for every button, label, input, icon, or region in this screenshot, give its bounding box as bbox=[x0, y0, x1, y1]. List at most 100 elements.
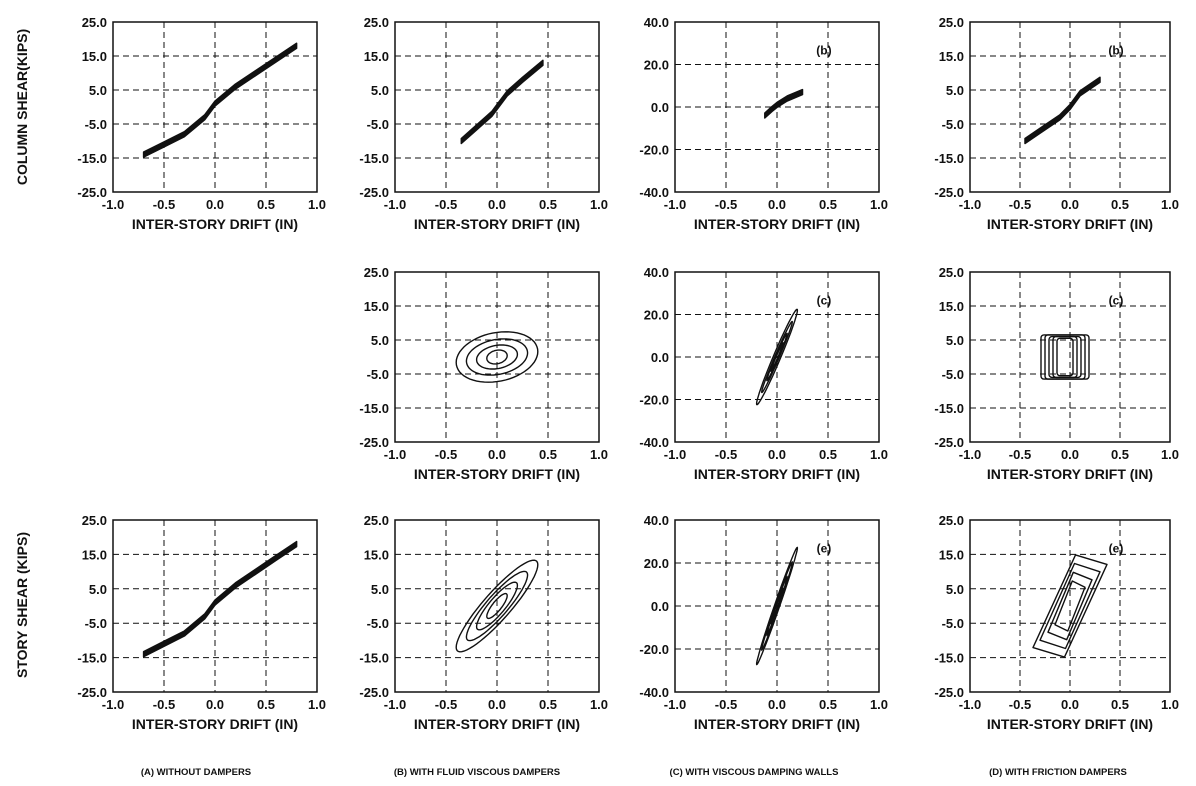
series-1-3 bbox=[1040, 334, 1090, 380]
x-tick-label-2-0-3: 0.5 bbox=[257, 697, 275, 712]
x-tick-label-0-3-3: 0.5 bbox=[1111, 197, 1129, 212]
y-tick-label-1-3-2: 5.0 bbox=[946, 333, 964, 348]
x-tick-label-2-3-0: -1.0 bbox=[959, 697, 981, 712]
y-tick-label-1-2-0: 40.0 bbox=[644, 265, 669, 280]
hysteresis-loop-1-1-0 bbox=[486, 349, 508, 365]
x-tick-label-1-2-4: 1.0 bbox=[870, 447, 888, 462]
x-tick-label-2-0-1: -0.5 bbox=[153, 697, 175, 712]
x-tick-label-2-3-4: 1.0 bbox=[1161, 697, 1179, 712]
hysteresis-loop-1-1-2 bbox=[465, 338, 529, 376]
x-tick-label-0-0-1: -0.5 bbox=[153, 197, 175, 212]
y-tick-label-0-3-1: 15.0 bbox=[939, 49, 964, 64]
y-tick-label-2-0-2: 5.0 bbox=[89, 582, 107, 597]
y-tick-label-2-1-5: -25.0 bbox=[359, 685, 389, 700]
y-tick-label-0-2-4: -40.0 bbox=[639, 185, 669, 200]
y-tick-label-1-3-4: -15.0 bbox=[934, 401, 964, 416]
y-tick-label-1-1-1: 15.0 bbox=[364, 299, 389, 314]
x-tick-label-2-3-1: -0.5 bbox=[1009, 697, 1031, 712]
x-tick-label-0-3-2: 0.0 bbox=[1061, 197, 1079, 212]
y-tick-label-2-1-4: -15.0 bbox=[359, 651, 389, 666]
y-tick-label-0-2-3: -20.0 bbox=[639, 143, 669, 158]
y-tick-label-2-3-4: -15.0 bbox=[934, 651, 964, 666]
x-tick-label-1-2-3: 0.5 bbox=[819, 447, 837, 462]
y-tick-label-2-0-0: 25.0 bbox=[82, 513, 107, 528]
hysteresis-loop-1-2-1 bbox=[766, 332, 788, 382]
x-tick-label-1-1-1: -0.5 bbox=[435, 447, 457, 462]
x-tick-label-0-1-2: 0.0 bbox=[488, 197, 506, 212]
y-tick-label-2-3-1: 15.0 bbox=[939, 547, 964, 562]
x-tick-label-1-3-0: -1.0 bbox=[959, 447, 981, 462]
hysteresis-loop-1-3-3 bbox=[1044, 334, 1086, 380]
hysteresis-loop-2-3-1 bbox=[1047, 571, 1093, 641]
hysteresis-loop-1-1-3 bbox=[455, 331, 539, 383]
figure-labels: COLUMN SHEAR(KIPS) STORY SHEAR (KIPS) (A… bbox=[14, 29, 1127, 778]
y-tick-label-1-2-2: 0.0 bbox=[651, 350, 669, 365]
x-tick-label-2-1-4: 1.0 bbox=[590, 697, 608, 712]
hysteresis-loop-1-3-0 bbox=[1056, 337, 1074, 377]
row-label-story-shear: STORY SHEAR (KIPS) bbox=[14, 532, 30, 678]
x-tick-label-2-1-0: -1.0 bbox=[384, 697, 406, 712]
y-tick-label-0-0-3: -5.0 bbox=[85, 117, 107, 132]
y-tick-label-0-0-0: 25.0 bbox=[82, 15, 107, 30]
x-tick-label-0-0-0: -1.0 bbox=[102, 197, 124, 212]
y-tick-label-0-0-5: -25.0 bbox=[77, 185, 107, 200]
hysteresis-loop-0-0 bbox=[142, 42, 298, 158]
y-tick-label-2-3-3: -5.0 bbox=[942, 616, 964, 631]
y-tick-label-2-3-2: 5.0 bbox=[946, 582, 964, 597]
y-tick-label-2-0-5: -25.0 bbox=[77, 685, 107, 700]
x-tick-label-2-3-2: 0.0 bbox=[1061, 697, 1079, 712]
hysteresis-loop-0-3 bbox=[1024, 76, 1101, 145]
x-axis-label-2-2: INTER-STORY DRIFT (IN) bbox=[694, 716, 860, 732]
x-axis-label-1-2: INTER-STORY DRIFT (IN) bbox=[694, 466, 860, 482]
y-tick-label-2-2-2: 0.0 bbox=[651, 599, 669, 614]
x-axis-label-0-0: INTER-STORY DRIFT (IN) bbox=[132, 216, 298, 232]
x-tick-label-0-2-2: 0.0 bbox=[768, 197, 786, 212]
x-axis-label-0-1: INTER-STORY DRIFT (IN) bbox=[414, 216, 580, 232]
plot-frame-1-3 bbox=[969, 271, 1171, 443]
series-1-2 bbox=[755, 308, 799, 406]
hysteresis-loop-2-0 bbox=[142, 540, 298, 658]
y-tick-label-2-3-0: 25.0 bbox=[939, 513, 964, 528]
hysteresis-loop-1-1-1 bbox=[475, 344, 519, 370]
x-axis-label-1-1: INTER-STORY DRIFT (IN) bbox=[414, 466, 580, 482]
chart-2-2: -1.0 -0.5 0.0 0.5 1.0 40.0 20.0 0.0 -20.0 -40.0 IN… bbox=[639, 513, 888, 732]
y-tick-label-1-3-5: -25.0 bbox=[934, 435, 964, 450]
y-tick-label-1-2-1: 20.0 bbox=[644, 308, 669, 323]
y-tick-label-2-2-0: 40.0 bbox=[644, 513, 669, 528]
y-tick-label-1-1-4: -15.0 bbox=[359, 401, 389, 416]
x-tick-label-0-1-4: 1.0 bbox=[590, 197, 608, 212]
y-tick-label-0-3-0: 25.0 bbox=[939, 15, 964, 30]
x-axis-label-0-3: INTER-STORY DRIFT (IN) bbox=[987, 216, 1153, 232]
hysteresis-loop-2-1-1 bbox=[475, 581, 519, 631]
hysteresis-loop-0-1 bbox=[460, 59, 544, 145]
hysteresis-plots: -1.0 -0.5 0.0 0.5 1.0 25.0 15.0 5.0 -5.0 -15.0 -25… bbox=[77, 15, 1179, 732]
series-2-3 bbox=[1032, 554, 1108, 658]
column-label-friction-dampers: (D) WITH FRICTION DAMPERS bbox=[989, 767, 1127, 778]
y-tick-label-2-1-0: 25.0 bbox=[364, 513, 389, 528]
x-tick-label-1-1-2: 0.0 bbox=[488, 447, 506, 462]
y-tick-label-2-0-1: 15.0 bbox=[82, 547, 107, 562]
hysteresis-loop-1-3-2 bbox=[1048, 335, 1082, 379]
series-0-3 bbox=[1024, 76, 1101, 145]
hysteresis-loop-2-1-0 bbox=[486, 592, 508, 620]
chart-2-0: -1.0 -0.5 0.0 0.5 1.0 25.0 15.0 5.0 -5.0 -15.0 -25… bbox=[77, 513, 326, 732]
plot-frame-2-1 bbox=[394, 519, 600, 693]
x-axis-label-0-2: INTER-STORY DRIFT (IN) bbox=[694, 216, 860, 232]
y-tick-label-0-0-2: 5.0 bbox=[89, 83, 107, 98]
x-tick-label-1-1-3: 0.5 bbox=[539, 447, 557, 462]
series-1-1 bbox=[455, 331, 539, 383]
x-tick-label-0-3-0: -1.0 bbox=[959, 197, 981, 212]
plot-frame-0-3 bbox=[969, 21, 1171, 193]
x-tick-label-2-2-0: -1.0 bbox=[664, 697, 686, 712]
x-tick-label-0-3-1: -0.5 bbox=[1009, 197, 1031, 212]
y-tick-label-0-3-4: -15.0 bbox=[934, 151, 964, 166]
panel-annotation-1-2: (c) bbox=[817, 293, 832, 307]
plot-frame-0-0 bbox=[112, 21, 318, 193]
x-tick-label-1-3-2: 0.0 bbox=[1061, 447, 1079, 462]
hysteresis-loop-2-3-0 bbox=[1054, 580, 1086, 632]
x-tick-label-0-0-2: 0.0 bbox=[206, 197, 224, 212]
plot-frame-1-1 bbox=[394, 271, 600, 443]
panel-annotation-2-3: (e) bbox=[1109, 542, 1124, 556]
hysteresis-loop-1-3-4 bbox=[1040, 334, 1090, 380]
hysteresis-loop-1-2-3 bbox=[755, 308, 799, 406]
